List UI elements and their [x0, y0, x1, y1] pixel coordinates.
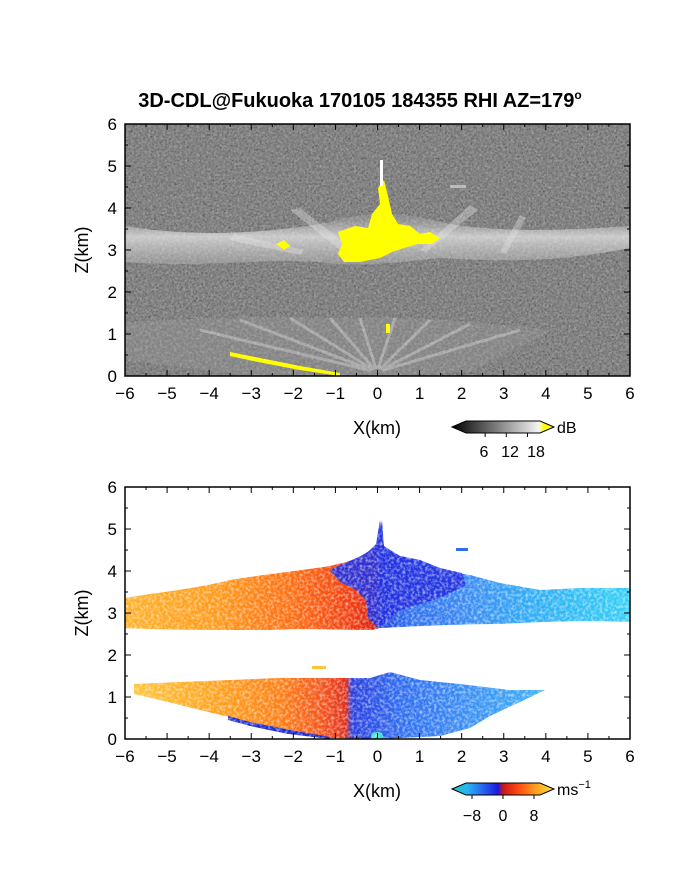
colorbar-tick-18: 18 — [527, 444, 545, 461]
y-tick-label: 5 — [108, 520, 117, 539]
y-tick-label: 6 — [108, 478, 117, 497]
x-tick-label: −1 — [326, 384, 345, 403]
colorbar-unit-db: dB — [557, 420, 577, 437]
x-tick-label: −2 — [284, 384, 303, 403]
x-tick-label: 5 — [583, 747, 592, 766]
x-tick-label: 3 — [499, 384, 508, 403]
x-tick-label: −3 — [242, 384, 261, 403]
velocity-panel: −6 −5 −4 −3 −2 −1 0 1 2 3 4 5 6 0 1 2 3 4 5 6 X(km) Z(km) m… — [72, 478, 635, 825]
velocity-x-axis-label: X(km) — [353, 781, 401, 801]
y-tick-label: 4 — [108, 199, 117, 218]
velocity-y-axis-label: Z(km) — [72, 590, 92, 637]
x-tick-label: 0 — [373, 384, 382, 403]
figure-title: 3D-CDL@Fukuoka 170105 184355 RHI AZ=179o — [138, 88, 582, 112]
colorbar-tick-6: 6 — [480, 444, 489, 461]
backscatter-colorbar: dB 6 12 18 — [450, 420, 577, 461]
x-tick-label: 4 — [541, 747, 550, 766]
colorbar-tick-12: 12 — [501, 444, 519, 461]
backscatter-ticks — [124, 123, 631, 377]
y-tick-label: 0 — [108, 367, 117, 386]
x-tick-label: 4 — [541, 384, 550, 403]
y-tick-label: 6 — [108, 115, 117, 134]
velocity-image — [125, 487, 630, 739]
x-tick-label: −5 — [157, 384, 176, 403]
velocity-colorbar: ms−1 −8 0 8 — [450, 779, 591, 825]
x-tick-label: −4 — [199, 384, 218, 403]
x-tick-label: 6 — [625, 384, 634, 403]
x-tick-label: 1 — [415, 747, 424, 766]
y-tick-label: 3 — [108, 604, 117, 623]
colorbar-tick-minus8: −8 — [463, 808, 481, 825]
y-tick-label: 1 — [108, 325, 117, 344]
backscatter-image — [125, 124, 630, 376]
y-tick-label: 3 — [108, 241, 117, 260]
velocity-tick-labels: −6 −5 −4 −3 −2 −1 0 1 2 3 4 5 6 0 1 2 3 4 5 6 — [108, 478, 635, 766]
y-tick-label: 5 — [108, 157, 117, 176]
x-tick-label: −3 — [242, 747, 261, 766]
x-tick-label: 0 — [373, 747, 382, 766]
x-tick-label: 2 — [457, 384, 466, 403]
x-tick-label: −4 — [199, 747, 218, 766]
backscatter-tick-labels: −6 −5 −4 −3 −2 −1 0 1 2 3 4 5 6 0 1 2 3 4 5 6 — [108, 115, 635, 403]
backscatter-x-axis-label: X(km) — [353, 418, 401, 438]
x-tick-label: −2 — [284, 747, 303, 766]
y-tick-label: 2 — [108, 283, 117, 302]
x-tick-label: 5 — [583, 384, 592, 403]
x-tick-label: −6 — [115, 384, 134, 403]
x-tick-label: 1 — [415, 384, 424, 403]
x-tick-label: −1 — [326, 747, 345, 766]
y-tick-label: 4 — [108, 562, 117, 581]
x-tick-label: 2 — [457, 747, 466, 766]
velocity-ticks — [124, 486, 631, 740]
colorbar-unit-ms: ms−1 — [557, 779, 591, 799]
x-tick-label: −5 — [157, 747, 176, 766]
backscatter-y-axis-label: Z(km) — [72, 227, 92, 274]
colorbar-tick-8: 8 — [530, 808, 539, 825]
x-tick-label: 3 — [499, 747, 508, 766]
y-tick-label: 2 — [108, 646, 117, 665]
x-tick-label: 6 — [625, 747, 634, 766]
y-tick-label: 1 — [108, 688, 117, 707]
x-tick-label: −6 — [115, 747, 134, 766]
y-tick-label: 0 — [108, 730, 117, 749]
colorbar-tick-0: 0 — [499, 808, 508, 825]
